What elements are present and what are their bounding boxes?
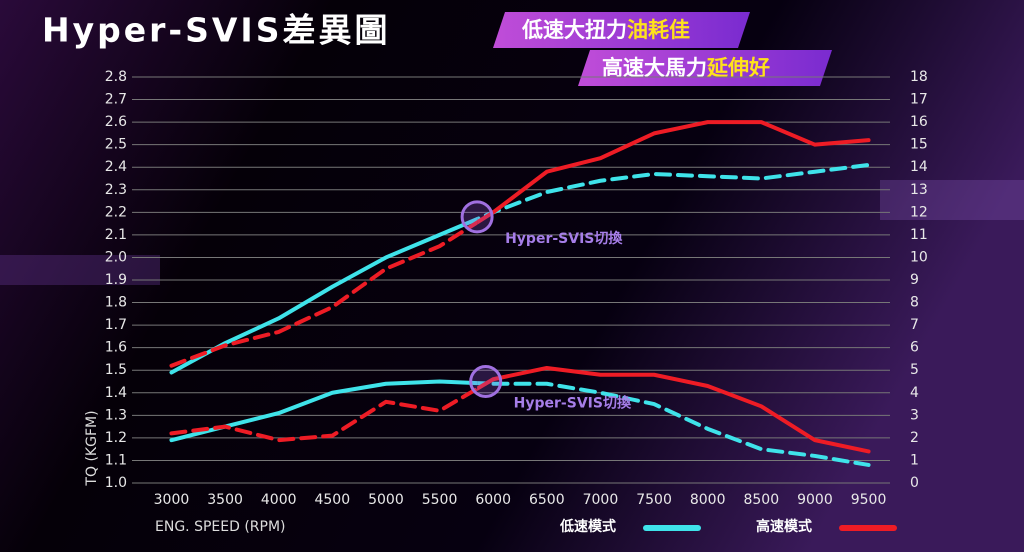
y-tick-label: 2.8 bbox=[105, 69, 127, 85]
y2-tick-label: 1 bbox=[910, 452, 919, 468]
y2-tick-label: 10 bbox=[910, 249, 928, 265]
x-tick-label: 6000 bbox=[475, 492, 511, 508]
x-tick-label: 9500 bbox=[851, 492, 887, 508]
y2-tick-label: 3 bbox=[910, 407, 919, 423]
y-tick-label: 1.5 bbox=[105, 362, 127, 378]
y2-tick-label: 15 bbox=[910, 137, 928, 153]
y-tick-label: 2.4 bbox=[105, 159, 127, 175]
x-tick-label: 4500 bbox=[314, 492, 350, 508]
y-tick-label: 2.2 bbox=[105, 204, 127, 220]
y-tick-label: 2.7 bbox=[105, 92, 127, 108]
badge-highlight: 延伸好 bbox=[706, 56, 770, 80]
y-tick-label: 1.2 bbox=[105, 430, 127, 446]
y-tick-label: 2.6 bbox=[105, 114, 127, 130]
series bbox=[169, 365, 871, 454]
y2-tick-label: 2 bbox=[910, 430, 919, 446]
y2-tick-label: 11 bbox=[910, 227, 928, 243]
y2-tick-label: 4 bbox=[910, 385, 919, 401]
line bbox=[477, 381, 871, 467]
y2-tick-label: 18 bbox=[910, 69, 928, 85]
y-tick-label: 2.0 bbox=[105, 249, 127, 265]
streak bbox=[880, 180, 1024, 220]
badge: 高速大馬力延伸好 bbox=[602, 56, 770, 80]
line bbox=[169, 216, 478, 375]
y2-tick-label: 14 bbox=[910, 159, 928, 175]
y-tick-label: 2.5 bbox=[105, 137, 127, 153]
y2-tick-label: 12 bbox=[910, 204, 928, 220]
x-tick-label: 8000 bbox=[690, 492, 726, 508]
y-tick-label: 2.3 bbox=[105, 182, 127, 198]
legend-label: 低速模式 bbox=[559, 518, 616, 535]
badge-text: 高速大馬力 bbox=[602, 56, 707, 80]
x-tick-label: 4000 bbox=[261, 492, 297, 508]
y2-tick-label: 8 bbox=[910, 295, 919, 311]
x-tick-label: 7000 bbox=[583, 492, 619, 508]
annotation-circle bbox=[460, 200, 494, 234]
line bbox=[477, 162, 871, 222]
y2-tick-label: 16 bbox=[910, 114, 928, 130]
y-tick-label: 1.7 bbox=[105, 317, 127, 333]
y-tick-label: 1.8 bbox=[105, 295, 127, 311]
line bbox=[477, 365, 871, 454]
x-tick-label: 9000 bbox=[797, 492, 833, 508]
y2-tick-label: 5 bbox=[910, 362, 919, 378]
y2-tick-label: 0 bbox=[910, 475, 919, 491]
y-tick-label: 2.1 bbox=[105, 227, 127, 243]
badge-text: 低速大扭力 bbox=[521, 18, 627, 42]
y2-tick-label: 7 bbox=[910, 317, 919, 333]
y-tick-label: 1.1 bbox=[105, 452, 127, 468]
y2-tick-label: 6 bbox=[910, 340, 919, 356]
series bbox=[169, 120, 871, 368]
badge: 低速大扭力油耗佳 bbox=[521, 18, 690, 42]
x-tick-label: 8500 bbox=[743, 492, 779, 508]
y-tick-label: 1.6 bbox=[105, 340, 127, 356]
line bbox=[169, 386, 478, 443]
y-tick-label: 1.3 bbox=[105, 407, 127, 423]
y2-tick-label: 17 bbox=[910, 92, 928, 108]
x-axis-label: ENG. SPEED (RPM) bbox=[155, 519, 286, 535]
annotation: Hyper-SVIS切換 bbox=[514, 395, 632, 412]
y-axis-label: TQ (KGFM) bbox=[84, 410, 100, 486]
y2-tick-label: 13 bbox=[910, 182, 928, 198]
x-tick-label: 6500 bbox=[529, 492, 565, 508]
x-tick-label: 5500 bbox=[422, 492, 458, 508]
badge-bg bbox=[493, 12, 750, 48]
line bbox=[169, 379, 478, 443]
chart-title: Hyper-SVIS差異圖 bbox=[42, 11, 390, 50]
legend-label: 高速模式 bbox=[756, 518, 812, 535]
line bbox=[477, 120, 871, 225]
annotation: Hyper-SVIS切換 bbox=[505, 230, 623, 247]
annotation-circle bbox=[469, 365, 503, 398]
x-tick-label: 3000 bbox=[154, 492, 190, 508]
y2-tick-label: 9 bbox=[910, 272, 919, 288]
line bbox=[169, 220, 478, 368]
x-tick-label: 7500 bbox=[636, 492, 672, 508]
badge-highlight: 油耗佳 bbox=[627, 18, 690, 42]
x-tick-label: 3500 bbox=[207, 492, 243, 508]
x-tick-label: 5000 bbox=[368, 492, 404, 508]
y-tick-label: 1.0 bbox=[105, 475, 127, 491]
series bbox=[169, 379, 871, 467]
series bbox=[169, 162, 871, 375]
y-tick-label: 1.9 bbox=[105, 272, 127, 288]
y-tick-label: 1.4 bbox=[105, 385, 127, 401]
